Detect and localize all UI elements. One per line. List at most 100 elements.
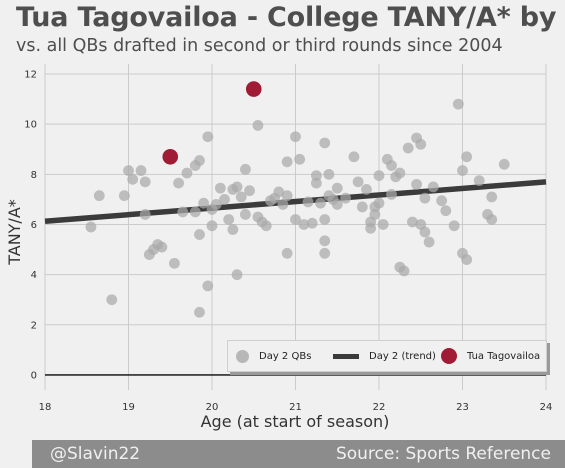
day2-point — [306, 217, 318, 229]
day2-point — [348, 151, 360, 163]
y-tick-label: 10 — [24, 120, 37, 131]
tua-point — [245, 81, 262, 97]
day2-point — [448, 220, 460, 232]
day2-point — [486, 191, 498, 203]
day2-point — [319, 247, 331, 259]
day2-point — [427, 181, 439, 193]
day2-point — [240, 163, 251, 175]
day2-point — [235, 191, 247, 203]
day2-point — [302, 196, 314, 208]
footer-bar: @Slavin22 Source: Sports Reference — [32, 440, 565, 468]
day2-point — [214, 182, 226, 194]
day2-point — [486, 214, 498, 225]
day2-point — [118, 190, 130, 202]
day2-point — [298, 219, 310, 230]
day2-point — [281, 247, 293, 259]
day2-point — [260, 220, 272, 232]
day2-point — [319, 235, 331, 247]
day2-point — [436, 195, 448, 207]
day2-point — [369, 209, 381, 220]
day2-point — [135, 165, 147, 176]
day2-points-layer — [85, 98, 510, 318]
day2-point — [156, 241, 168, 253]
day2-point — [402, 142, 414, 154]
legend-day2-marker — [236, 349, 249, 363]
day2-point — [223, 214, 235, 225]
day2-point — [315, 197, 326, 209]
day2-point — [423, 236, 435, 248]
day2-point — [244, 185, 255, 197]
y-tick-label: 4 — [31, 270, 37, 281]
legend-trend-marker — [333, 353, 359, 359]
day2-point — [206, 220, 218, 232]
day2-point — [127, 173, 139, 185]
day2-point — [177, 206, 189, 218]
y-axis-label: TANY/A* — [5, 199, 24, 266]
legend-item-tua: Tua Tagovailoa — [441, 341, 540, 371]
day2-point — [252, 120, 264, 131]
x-tick-label: 23 — [456, 402, 469, 413]
chart-legend: Day 2 QBs Day 2 (trend) Tua Tagovailoa — [227, 340, 547, 372]
x-tick-label: 24 — [540, 402, 553, 413]
day2-point — [181, 167, 193, 179]
day2-point — [440, 205, 452, 217]
y-tick-label: 8 — [31, 170, 37, 181]
day2-point — [340, 192, 351, 204]
day2-point — [194, 306, 205, 318]
legend-tua-marker — [441, 348, 457, 364]
day2-point — [281, 190, 293, 202]
x-tick-label: 20 — [206, 402, 219, 413]
day2-point — [452, 98, 464, 110]
chart-subtitle: vs. all QBs drafted in second or third r… — [16, 36, 503, 56]
chart-title: Tua Tagovailoa - College TANY/A* by Age — [16, 2, 565, 33]
legend-trend-label: Day 2 (trend) — [369, 350, 436, 362]
day2-point — [498, 158, 510, 170]
day2-point — [189, 206, 201, 218]
day2-point — [290, 131, 301, 143]
day2-point — [202, 131, 214, 143]
x-tick-label: 21 — [289, 402, 302, 413]
day2-point — [231, 269, 243, 281]
day2-point — [310, 170, 322, 181]
day2-point — [281, 156, 293, 168]
day2-point — [398, 265, 410, 277]
trend-layer — [44, 179, 547, 224]
x-tick-label: 19 — [122, 402, 135, 413]
day2-point — [310, 177, 322, 189]
day2-point — [319, 214, 331, 225]
tua-points-layer — [162, 81, 262, 165]
day2-point — [106, 294, 118, 306]
day2-point — [173, 177, 185, 189]
day2-point — [273, 186, 285, 198]
day2-point — [461, 254, 473, 265]
legend-day2-label: Day 2 QBs — [259, 350, 312, 362]
tua-point — [162, 148, 179, 165]
y-tick-label: 12 — [24, 70, 37, 81]
day2-point — [461, 151, 473, 163]
day2-point — [93, 190, 105, 202]
day2-point — [394, 167, 406, 179]
day2-point — [319, 137, 331, 149]
day2-point — [331, 199, 343, 210]
day2-point — [386, 189, 397, 200]
day2-point — [407, 216, 418, 228]
footer-handle: @Slavin22 — [50, 444, 141, 464]
day2-point — [361, 183, 372, 195]
day2-point — [139, 209, 151, 220]
y-tick-label: 2 — [31, 320, 37, 331]
legend-item-day2: Day 2 QBs — [236, 341, 311, 371]
day2-point — [210, 199, 222, 210]
day2-point — [294, 153, 306, 165]
day2-point — [231, 181, 243, 193]
day2-point — [240, 209, 251, 220]
x-tick-label: 22 — [373, 402, 386, 413]
day2-point — [352, 176, 364, 188]
x-tick-label: 18 — [39, 402, 52, 413]
day2-point — [386, 160, 397, 171]
day2-point — [123, 165, 134, 176]
day2-point — [373, 197, 385, 209]
day2-point — [277, 199, 289, 210]
day2-point — [419, 192, 431, 204]
